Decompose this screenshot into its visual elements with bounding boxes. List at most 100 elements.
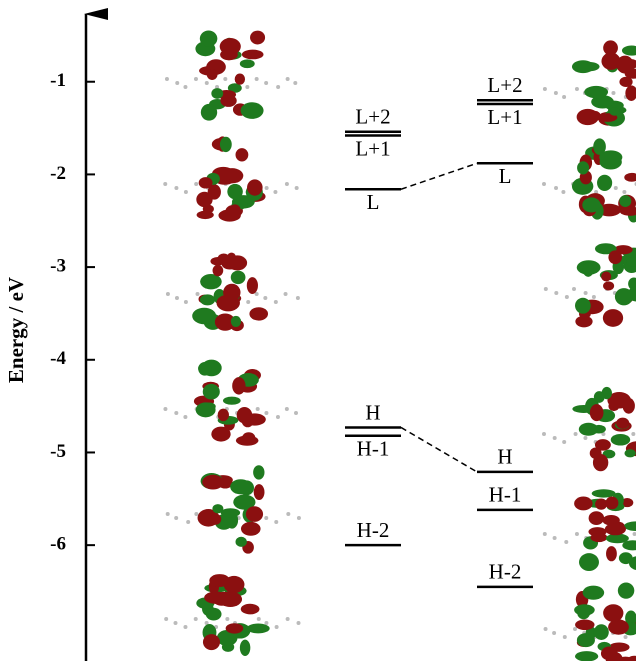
atom	[164, 77, 169, 81]
atom	[552, 631, 557, 635]
lobe	[241, 49, 264, 60]
lobe	[602, 309, 624, 327]
atom	[562, 95, 567, 99]
lobe	[220, 94, 237, 107]
atom	[256, 617, 261, 621]
atom	[263, 296, 268, 300]
atom	[296, 621, 301, 625]
atom	[613, 186, 618, 190]
lobe	[603, 40, 618, 56]
lobe	[584, 85, 609, 99]
atom	[254, 292, 259, 296]
atom	[254, 77, 259, 81]
lobe	[601, 52, 621, 70]
lobe	[582, 585, 605, 600]
atom	[264, 81, 269, 85]
lobe	[621, 45, 636, 56]
lobe	[599, 150, 623, 165]
level-label: H	[497, 445, 512, 469]
lobe	[624, 449, 636, 458]
atom	[611, 91, 616, 95]
lobe	[608, 250, 623, 265]
lobe	[217, 253, 230, 263]
atom	[631, 432, 636, 436]
atom	[264, 186, 269, 190]
connector	[400, 162, 478, 190]
atom	[284, 407, 289, 411]
lobe	[616, 55, 634, 74]
atom	[285, 617, 290, 621]
lobe	[217, 408, 229, 422]
atom	[591, 295, 596, 299]
lobe	[594, 243, 617, 255]
atom	[553, 91, 558, 95]
atom	[273, 190, 278, 194]
lobe	[220, 508, 241, 518]
lobe	[605, 496, 619, 510]
level-label: H-2	[489, 560, 522, 584]
lobe	[240, 521, 261, 536]
y-tick-label: -4	[50, 348, 66, 369]
lobe	[250, 30, 266, 45]
atom	[284, 182, 289, 186]
lobe	[227, 255, 248, 271]
atom	[193, 77, 198, 81]
lobe	[230, 270, 246, 285]
lobe	[616, 417, 630, 429]
lobe	[246, 623, 270, 634]
atom	[163, 407, 168, 411]
level-label: H	[365, 400, 380, 424]
lobe	[621, 498, 634, 508]
lobe	[229, 204, 241, 217]
atom	[163, 182, 168, 186]
lobe	[198, 177, 213, 189]
lobe	[626, 256, 636, 267]
atom	[183, 625, 188, 629]
lobe	[211, 88, 224, 99]
level-label: L+2	[355, 105, 390, 129]
lobe	[240, 102, 264, 119]
lobe	[618, 552, 633, 565]
lobe	[625, 610, 636, 626]
atom	[186, 520, 191, 524]
atom	[283, 292, 288, 296]
lobe	[591, 95, 614, 109]
lobe	[589, 447, 602, 459]
lobe	[591, 489, 616, 498]
lobe	[192, 307, 217, 325]
lobe	[609, 107, 620, 116]
atom	[245, 85, 250, 89]
lobe	[626, 655, 636, 661]
atom	[255, 407, 260, 411]
atom	[174, 186, 179, 190]
atom	[571, 287, 576, 291]
lobe	[578, 422, 599, 436]
lobe	[577, 161, 590, 175]
lobe	[575, 315, 593, 328]
atom	[175, 81, 180, 85]
connector	[400, 426, 478, 473]
lobe	[239, 639, 251, 656]
atom	[564, 295, 569, 299]
atom	[552, 536, 557, 540]
lobe	[233, 494, 256, 510]
lobe	[209, 513, 222, 525]
lobe	[575, 297, 591, 314]
atom	[574, 532, 579, 536]
lobe	[600, 646, 618, 661]
y-axis-label: Energy / eV	[4, 277, 28, 383]
atom	[561, 190, 566, 194]
lobe	[575, 619, 595, 631]
lobe	[594, 439, 611, 451]
lobe	[601, 271, 612, 282]
atom	[293, 81, 298, 85]
lobe	[230, 479, 252, 495]
atom	[623, 635, 628, 639]
lobe	[590, 532, 608, 543]
atom	[601, 432, 606, 436]
lobe	[249, 307, 269, 321]
atom	[574, 87, 579, 91]
y-tick-label: -5	[50, 441, 66, 462]
atom	[294, 186, 299, 190]
atom	[174, 516, 179, 520]
